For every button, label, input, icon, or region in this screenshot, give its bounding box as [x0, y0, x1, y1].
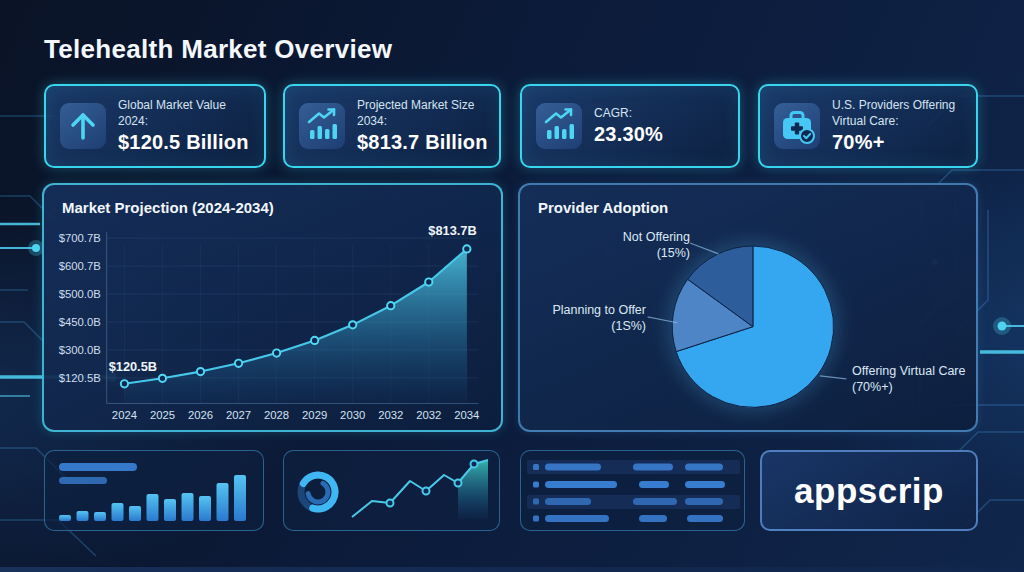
pie-label-text: Offering Virtual Care [852, 363, 982, 379]
stat-card-projected-market-size: Projected Market Size 2034: $813.7 Billi… [283, 84, 501, 168]
stat-card-label: Global Market Value 2024: [118, 98, 254, 129]
svg-text:2034: 2034 [454, 409, 479, 421]
market-projection-panel: Market Projection (2024-2034) $700.7B $60… [42, 183, 503, 432]
bar-chart-trend-icon [299, 103, 345, 149]
arrow-up-icon [60, 103, 106, 149]
stat-card-value: 23.30% [594, 123, 663, 146]
appscrip-logo: appscrip [794, 471, 944, 511]
stat-card-cagr: CAGR: 23.30% [520, 84, 740, 168]
medical-bag-check-icon [774, 103, 820, 149]
pie-label-text: Planning to Offer [530, 302, 646, 318]
appscrip-logo-panel: appscrip [760, 450, 978, 531]
mini-bar-chart-decoration [44, 450, 264, 531]
svg-text:$450.0B: $450.0B [59, 316, 101, 328]
svg-text:2027: 2027 [226, 409, 251, 421]
svg-text:2024: 2024 [112, 409, 137, 421]
stat-card-value: $120.5 Billion [118, 131, 254, 154]
stat-card-label: Projected Market Size 2034: [357, 98, 489, 129]
pie-label-not-offering: Not Offering (15%) [580, 229, 690, 261]
svg-text:2025: 2025 [150, 409, 175, 421]
telehealth-dashboard: Telehealth Market Overview Global Market… [0, 0, 1024, 572]
mini-table-decoration [520, 450, 745, 531]
bottom-edge-glow [0, 567, 1024, 572]
stat-card-value: 70%+ [832, 131, 966, 154]
pie-label-text: Not Offering [580, 229, 690, 245]
mini-gauge-line-decoration [283, 450, 500, 531]
svg-text:2028: 2028 [264, 409, 289, 421]
market-projection-title: Market Projection (2024-2034) [62, 199, 274, 216]
svg-text:$700.7B: $700.7B [59, 232, 101, 244]
stat-card-label: U.S. Providers Offering Virtual Care: [832, 98, 966, 129]
svg-text:$600.7B: $600.7B [59, 260, 101, 272]
page-title: Telehealth Market Overview [44, 34, 392, 65]
svg-text:$500.0B: $500.0B [59, 288, 101, 300]
pie-label-pct: (15%) [580, 245, 690, 261]
pie-label-offering: Offering Virtual Care (70%+) [852, 363, 982, 395]
svg-text:$120.5B: $120.5B [109, 359, 157, 374]
stat-card-label: CAGR: [594, 106, 663, 121]
market-projection-chart: $700.7B $600.7B $500.0B $450.0B $300.0B $120.… [44, 185, 501, 430]
provider-adoption-panel: Provider Adoption Not Offering (15%) Pla… [518, 183, 978, 432]
pie-label-pct: (1S%) [530, 318, 646, 334]
pie-label-planning: Planning to Offer (1S%) [530, 302, 646, 334]
svg-text:2032: 2032 [416, 409, 441, 421]
pie-label-pct: (70%+) [852, 379, 982, 395]
svg-text:$300.0B: $300.0B [59, 344, 101, 356]
bar-chart-trend-icon [536, 103, 582, 149]
stat-card-global-market-value: Global Market Value 2024: $120.5 Billion [44, 84, 266, 168]
stat-card-us-providers: U.S. Providers Offering Virtual Care: 70… [758, 84, 978, 168]
svg-text:2026: 2026 [188, 409, 213, 421]
svg-text:2030: 2030 [340, 409, 365, 421]
svg-text:2029: 2029 [302, 409, 327, 421]
svg-text:$813.7B: $813.7B [428, 223, 476, 238]
svg-text:2032: 2032 [378, 409, 403, 421]
svg-text:$120.5B: $120.5B [59, 372, 101, 384]
stat-card-value: $813.7 Billion [357, 131, 489, 154]
provider-adoption-title: Provider Adoption [538, 199, 668, 216]
